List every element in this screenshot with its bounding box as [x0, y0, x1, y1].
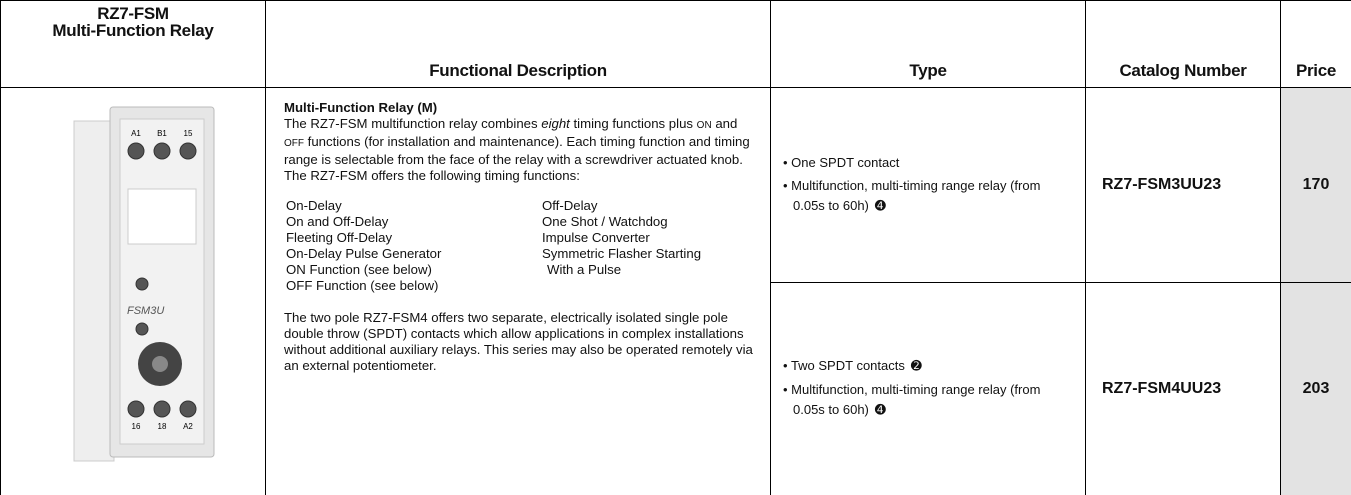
- function-item: Fleeting Off-Delay: [286, 230, 542, 246]
- function-item: With a Pulse: [542, 262, 803, 278]
- function-item: On-Delay: [286, 198, 542, 214]
- terminal-label: A1: [131, 129, 141, 138]
- price: 170: [1281, 88, 1351, 283]
- catalog-number: RZ7-FSM3UU23: [1086, 88, 1281, 283]
- terminal-label: A2: [183, 422, 193, 431]
- type-item: • Multifunction, multi-timing range rela…: [783, 176, 1053, 217]
- header-text: Multi-Function Relay: [52, 21, 213, 40]
- type-text: Multifunction, multi-timing range relay …: [791, 178, 1040, 213]
- function-item: On and Off-Delay: [286, 214, 542, 230]
- terminal-label: 15: [184, 129, 193, 138]
- type-cell: • One SPDT contact • Multifunction, multi…: [771, 88, 1086, 283]
- function-item: OFF Function (see below): [286, 278, 542, 294]
- header-description: Functional Description: [266, 1, 771, 88]
- header-catalog: Catalog Number: [1086, 1, 1281, 88]
- header-price: Price: [1281, 1, 1351, 88]
- image-label: FSM3U: [127, 305, 164, 317]
- header-type: Type: [771, 1, 1086, 88]
- intro-run: and: [712, 116, 738, 131]
- function-item: On-Delay Pulse Generator: [286, 246, 542, 262]
- description-intro: The RZ7-FSM multifunction relay combines…: [284, 116, 754, 184]
- function-item: One Shot / Watchdog: [542, 214, 798, 230]
- function-item: Off-Delay: [542, 198, 798, 214]
- description-cell: Multi-Function Relay (M) The RZ7-FSM mul…: [266, 88, 771, 495]
- type-text: Two SPDT contacts: [791, 358, 905, 373]
- type-item: • One SPDT contact: [783, 153, 1053, 173]
- intro-run: The RZ7-FSM multifunction relay combines: [284, 116, 541, 131]
- function-item: Impulse Converter: [542, 230, 798, 246]
- intro-run: functions (for installation and maintena…: [284, 134, 750, 183]
- type-text: One SPDT contact: [791, 155, 899, 170]
- intro-run: OFF: [284, 138, 304, 149]
- type-item: • Multifunction, multi-timing range rela…: [783, 380, 1053, 421]
- price: 203: [1281, 283, 1351, 495]
- product-image: A1 B1 15 16 18 A2 FSM3U: [2, 89, 267, 469]
- intro-run: eight: [541, 116, 570, 131]
- footnote-marker: ➋: [911, 359, 922, 374]
- intro-run: timing functions plus: [570, 116, 697, 131]
- function-item: ON Function (see below): [286, 262, 542, 278]
- description-heading: Multi-Function Relay (M): [284, 100, 754, 116]
- description-closing: The two pole RZ7-FSM4 offers two separat…: [284, 310, 754, 374]
- intro-run: ON: [697, 120, 712, 131]
- catalog-number: RZ7-FSM4UU23: [1086, 283, 1281, 495]
- terminal-label: 16: [132, 422, 141, 431]
- footnote-marker: ➍: [875, 403, 886, 418]
- row: A1 B1 15 16 18 A2 FSM3U Multi-Function R…: [1, 88, 1351, 283]
- function-item: Symmetric Flasher Starting: [542, 246, 798, 262]
- footnote-marker: ➍: [875, 199, 886, 214]
- terminal-label: B1: [157, 129, 167, 138]
- terminal-label: 18: [158, 422, 167, 431]
- type-text: Multifunction, multi-timing range relay …: [791, 382, 1040, 417]
- image-cell: A1 B1 15 16 18 A2 FSM3U: [1, 88, 266, 495]
